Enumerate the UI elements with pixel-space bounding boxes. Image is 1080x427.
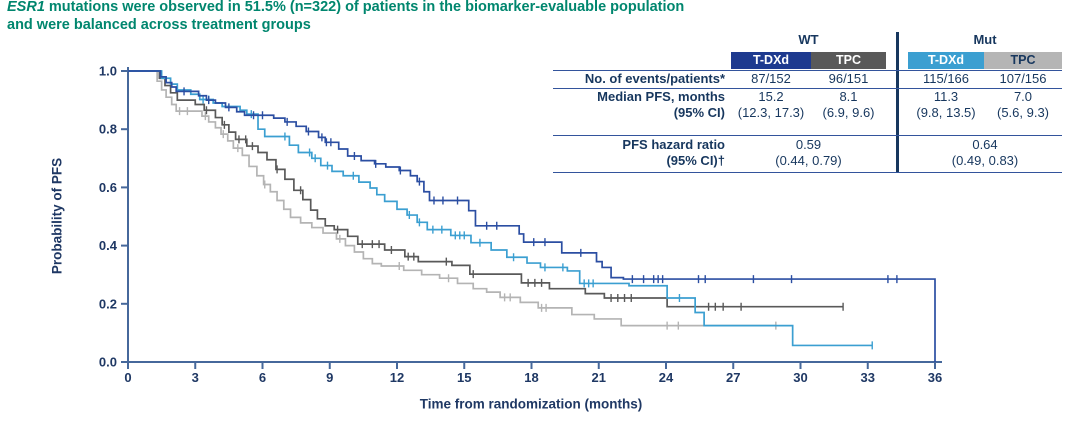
- wt-mut-divider: [896, 32, 899, 173]
- median-wt-tpc: 8.1: [839, 89, 858, 104]
- median-ci-mut-tpc: (5.6, 9.3): [996, 105, 1050, 120]
- group-header-mut: Mut: [973, 32, 997, 47]
- y-tick-label: 0.8: [99, 122, 117, 137]
- censor-ticks-wt-t-dxd: [183, 87, 898, 284]
- median-pfs-label: Median PFS, months: [597, 89, 725, 104]
- events-mut-tpc: 107/156: [999, 71, 1047, 86]
- median-mut-tdxd: 11.3: [933, 89, 959, 104]
- x-tick-label: 0: [124, 370, 131, 385]
- gene-name: ESR1: [7, 0, 45, 15]
- events-wt-tpc: 96/151: [828, 71, 869, 86]
- median-wt-tdxd: 15.2: [758, 89, 784, 104]
- table-rule: [553, 135, 1062, 136]
- table-rule: [553, 70, 1062, 71]
- slide-title-line-1-text: mutations were observed in 51.5% (n=322)…: [44, 0, 685, 15]
- col-header-wt-tdxd: T-DXd: [731, 52, 811, 69]
- x-tick-label: 24: [659, 370, 674, 385]
- y-tick-label: 0.4: [99, 238, 118, 253]
- y-tick-label: 1.0: [99, 64, 117, 79]
- x-tick-label: 36: [928, 370, 942, 385]
- median-pfs-ci-row: (95% CI) (12.3, 17.3) (6.9, 9.6) (9.8, 1…: [553, 105, 1062, 120]
- median-pfs-row: Median PFS, months 15.2 8.1 11.3 7.0: [553, 89, 1062, 104]
- x-tick-label: 21: [592, 370, 606, 385]
- hazard-ratio-ci-row: (95% CI)† (0.44, 0.79) (0.49, 0.83): [553, 153, 1062, 168]
- x-tick-label: 18: [524, 370, 538, 385]
- events-mut-tdxd: 115/166: [922, 71, 970, 86]
- hazard-ratio-row: PFS hazard ratio 0.59 0.64: [553, 137, 1062, 152]
- median-ci-mut-tdxd: (9.8, 13.5): [916, 105, 976, 120]
- group-header-row: WT Mut: [553, 32, 1062, 47]
- y-tick-label: 0.6: [99, 180, 117, 195]
- km-curve-wt-t-dxd: [128, 70, 936, 362]
- km-curve-mut-tpc: [128, 70, 776, 327]
- x-axis-label: Time from randomization (months): [419, 396, 643, 412]
- hr-mut: 0.64: [972, 137, 998, 152]
- x-tick-label: 27: [726, 370, 740, 385]
- hr-ci-mut: (0.49, 0.83): [951, 153, 1019, 168]
- x-tick-label: 3: [192, 370, 199, 385]
- slide-title-line-1: ESR1 mutations were observed in 51.5% (n…: [7, 0, 684, 16]
- median-mut-tpc: 7.0: [1013, 89, 1033, 104]
- hr-ci-wt: (0.44, 0.79): [775, 153, 842, 168]
- median-ci-wt-tpc: (6.9, 9.6): [822, 105, 875, 120]
- x-tick-label: 9: [326, 370, 333, 385]
- slide-title: ESR1 mutations were observed in 51.5% (n…: [7, 0, 684, 34]
- x-tick-label: 6: [259, 370, 266, 385]
- table-rule: [553, 171, 1062, 173]
- censor-ticks-mut-t-dxd: [202, 95, 873, 350]
- x-tick-label: 12: [390, 370, 404, 385]
- median-ci-wt-tdxd: (12.3, 17.3): [737, 105, 805, 120]
- events-row-label: No. of events/patients*: [584, 71, 725, 86]
- events-row: No. of events/patients* 87/152 96/151 11…: [553, 71, 1062, 86]
- col-header-wt-tpc: TPC: [811, 52, 886, 69]
- col-header-mut-tpc: TPC: [984, 52, 1062, 69]
- y-tick-label: 0.0: [99, 355, 117, 370]
- x-tick-label: 33: [861, 370, 875, 385]
- stats-table: WT Mut T-DXd TPC T-DXd TPC No. of events…: [553, 32, 1062, 173]
- hazard-ratio-label: PFS hazard ratio: [622, 137, 725, 152]
- censor-ticks-wt-tpc: [205, 106, 844, 311]
- table-rule: [553, 88, 1062, 89]
- y-tick-label: 0.2: [99, 296, 117, 311]
- x-tick-label: 15: [457, 370, 471, 385]
- x-tick-label: 30: [793, 370, 807, 385]
- events-wt-tdxd: 87/152: [751, 71, 791, 86]
- hazard-ratio-ci-label: (95% CI)†: [666, 153, 725, 168]
- slide-title-line-2: and were balanced across treatment group…: [7, 17, 311, 33]
- col-header-mut-tdxd: T-DXd: [908, 52, 984, 69]
- y-axis-label: Probability of PFS: [49, 157, 65, 275]
- group-header-wt: WT: [798, 32, 819, 47]
- censor-ticks-mut-tpc: [178, 107, 777, 330]
- median-pfs-ci-label: (95% CI): [673, 105, 725, 120]
- hr-wt: 0.59: [795, 137, 822, 152]
- km-curve-wt-tpc: [128, 70, 844, 308]
- column-header-row: T-DXd TPC T-DXd TPC: [553, 52, 1062, 69]
